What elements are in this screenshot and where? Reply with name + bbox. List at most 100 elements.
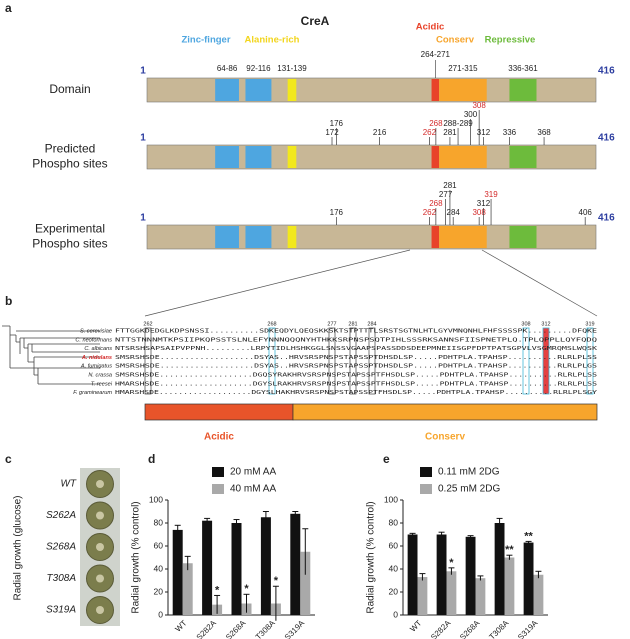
panel-letter: c	[5, 452, 12, 466]
domain	[509, 79, 537, 101]
region-bar	[144, 403, 294, 421]
row-label: Phospho sites	[32, 237, 107, 251]
phospho-label: 288-289	[443, 119, 473, 128]
axis-label: Radial growth (glucose)	[13, 495, 24, 600]
domain	[509, 226, 537, 248]
significance: *	[449, 557, 454, 569]
x-tick-label: S319A	[516, 618, 540, 639]
legend-label: 20 mM AA	[230, 467, 276, 478]
sequence-start: 1	[140, 66, 146, 77]
domain	[287, 79, 297, 101]
sequence-end: 416	[598, 66, 615, 77]
region-bar	[292, 403, 598, 421]
phospho-label: 312	[477, 128, 491, 137]
x-tick-label: S319A	[283, 618, 307, 639]
sequence: NTSRSHSAPSAIPVPPNH.........LRPYTIDLHSHKG…	[115, 346, 598, 352]
x-tick-label: T308A	[254, 618, 278, 639]
phospho-label: 262	[423, 208, 437, 217]
domain	[215, 146, 239, 168]
column-number: 284	[367, 321, 376, 327]
species-name: S. cerevisiae	[80, 328, 112, 334]
y-axis-label: Radial growth (% control)	[366, 501, 377, 613]
bar	[300, 551, 311, 615]
species-name: A. nidulans	[81, 355, 112, 361]
domain-range: 131-139	[277, 64, 307, 73]
strain-label: S262A	[46, 510, 76, 521]
bar	[260, 517, 271, 615]
significance: *	[274, 575, 279, 587]
y-tick-label: 40	[389, 563, 399, 573]
y-axis-label: Radial growth (% control)	[131, 501, 142, 613]
phospho-label: 336	[503, 128, 517, 137]
phospho-label: 277	[439, 190, 453, 199]
domain	[431, 79, 440, 101]
phospho-label: 319	[484, 190, 498, 199]
bar	[446, 571, 457, 615]
domain-range: 264-271	[421, 50, 451, 59]
domain-range: 336-361	[508, 64, 538, 73]
legend-label: 40 mM AA	[230, 484, 276, 495]
bar	[202, 520, 213, 615]
phospho-label: 308	[472, 208, 486, 217]
strain-label: T308A	[47, 573, 77, 584]
column-number: 281	[348, 321, 357, 327]
y-tick-label: 100	[149, 494, 163, 504]
colony-center	[96, 606, 104, 614]
legend-label: 0.11 mM 2DG	[438, 467, 500, 478]
species-name: C. neoformans	[75, 337, 112, 343]
row-label: Domain	[49, 82, 90, 96]
domain-legend: Conserv	[436, 35, 475, 46]
panel-letter: d	[148, 452, 155, 466]
zoom-line	[144, 249, 411, 317]
phospho-label: 284	[447, 208, 461, 217]
significance: **	[505, 544, 514, 556]
sequence: SMSRSHSDE...................DSYAS..HRVSR…	[115, 355, 597, 361]
x-tick-label: T308A	[487, 618, 511, 639]
bar	[533, 574, 544, 615]
y-tick-label: 40	[154, 563, 164, 573]
y-tick-label: 20	[389, 586, 399, 596]
domain	[439, 79, 487, 101]
strain-label: S268A	[46, 542, 76, 553]
phospho-label: 368	[537, 128, 551, 137]
y-tick-label: 60	[389, 540, 399, 550]
y-tick-label: 60	[154, 540, 164, 550]
column-box	[542, 327, 550, 395]
column-number: 308	[521, 321, 530, 327]
domain	[215, 226, 239, 248]
domain	[439, 146, 487, 168]
panel-letter: a	[5, 1, 12, 15]
bar	[182, 563, 193, 615]
phospho-label: 312	[477, 199, 491, 208]
bar	[523, 542, 534, 615]
bar	[436, 534, 447, 615]
domain	[245, 79, 272, 101]
legend-swatch	[212, 484, 224, 494]
x-tick-label: S282A	[429, 618, 453, 639]
column-box	[144, 327, 152, 395]
bar	[231, 523, 242, 615]
phospho-label: 172	[325, 128, 339, 137]
panel-letter: e	[383, 452, 390, 466]
column-number: 319	[585, 321, 594, 327]
phospho-label: 281	[443, 181, 457, 190]
bar	[504, 557, 515, 615]
x-tick-label: S282A	[195, 618, 219, 639]
sequence: SMSRSHSDE...................DGQSYRAKHRVS…	[115, 373, 597, 379]
significance: *	[244, 583, 249, 595]
bar	[407, 534, 418, 615]
colony-center	[96, 511, 104, 520]
bar	[494, 523, 505, 615]
domain	[431, 226, 440, 248]
y-tick-label: 0	[393, 609, 398, 619]
sequence: FTTGGKDEDGLKDPSNSSI..........SDKEQDYLQEQ…	[115, 329, 597, 335]
bar	[290, 513, 301, 615]
x-tick-label: WT	[408, 618, 423, 633]
y-tick-label: 80	[154, 517, 164, 527]
bar	[465, 536, 476, 615]
sequence-start: 1	[140, 133, 146, 144]
domain-range: 92-116	[246, 64, 271, 73]
colony-center	[96, 543, 104, 551]
phospho-label: 268	[429, 119, 443, 128]
